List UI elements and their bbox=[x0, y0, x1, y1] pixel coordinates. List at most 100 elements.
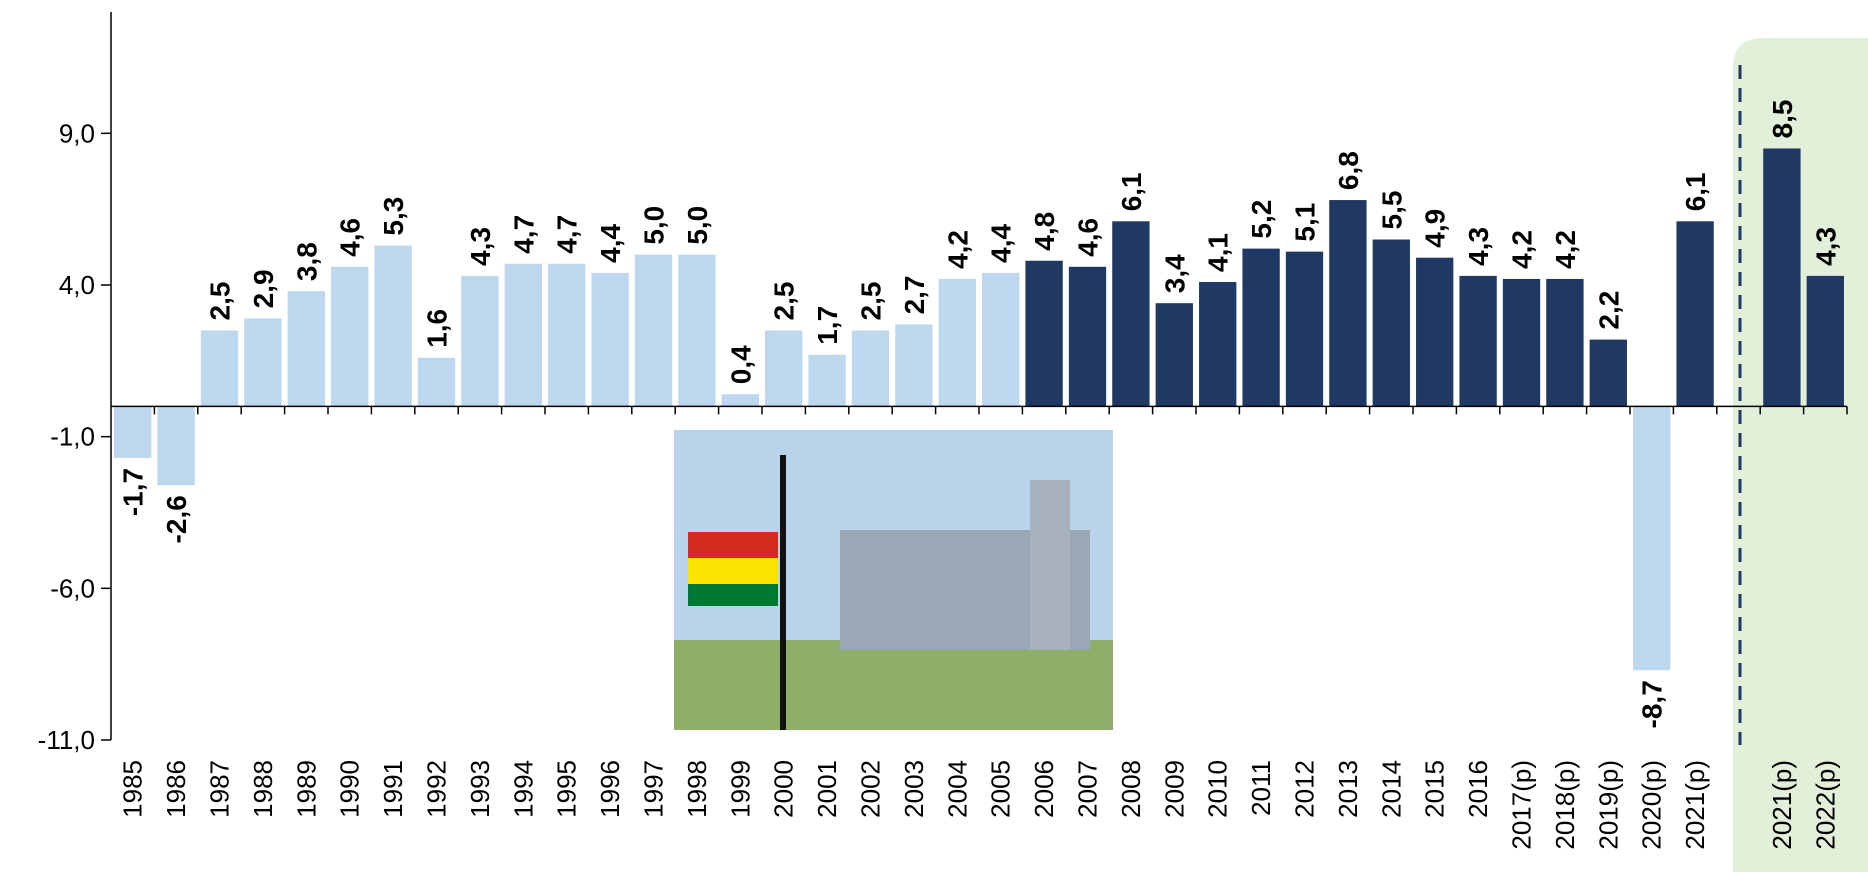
value-label: 2,7 bbox=[899, 275, 930, 314]
bar bbox=[1199, 281, 1237, 407]
bar bbox=[1372, 239, 1410, 407]
x-tick-label: 1999 bbox=[725, 760, 755, 818]
bar bbox=[287, 291, 325, 407]
x-tick-label: 2000 bbox=[769, 760, 799, 818]
bar bbox=[157, 406, 195, 486]
bar bbox=[1502, 278, 1541, 407]
value-label: 4,6 bbox=[1073, 218, 1104, 257]
value-label: 6,1 bbox=[1680, 172, 1711, 211]
bar bbox=[765, 330, 803, 407]
value-label: -8,7 bbox=[1637, 680, 1668, 728]
x-tick-label: 2018(p) bbox=[1550, 760, 1580, 850]
y-tick-label: -1,0 bbox=[50, 422, 95, 452]
x-tick-label: 1988 bbox=[248, 760, 278, 818]
x-tick-label: 1985 bbox=[118, 760, 148, 818]
value-label: 3,4 bbox=[1159, 254, 1190, 293]
value-label: 4,2 bbox=[1550, 230, 1581, 269]
x-tick-label: 1998 bbox=[682, 760, 712, 818]
bar bbox=[1329, 200, 1367, 407]
bar bbox=[851, 330, 890, 407]
value-label: 2,2 bbox=[1593, 291, 1624, 330]
bar bbox=[1155, 303, 1193, 407]
x-tick-label: 2006 bbox=[1029, 760, 1059, 818]
value-label: 2,5 bbox=[769, 282, 800, 321]
value-label: 2,9 bbox=[248, 269, 279, 308]
value-label: 5,0 bbox=[639, 206, 670, 245]
bar bbox=[982, 272, 1020, 407]
value-label: 4,1 bbox=[1203, 233, 1234, 272]
bar bbox=[808, 354, 846, 407]
x-tick-label: 2016 bbox=[1463, 760, 1493, 818]
value-label: 4,2 bbox=[942, 230, 973, 269]
x-tick-label: 2012 bbox=[1290, 760, 1320, 818]
bar bbox=[1285, 251, 1324, 407]
x-tick-label: 1997 bbox=[639, 760, 669, 818]
value-label: 4,4 bbox=[986, 224, 1017, 263]
x-tick-label: 2017(p) bbox=[1507, 760, 1537, 850]
x-tick-label: 1993 bbox=[465, 760, 495, 818]
x-tick-label: 2021(p) bbox=[1767, 760, 1797, 850]
x-tick-label: 1994 bbox=[508, 760, 538, 818]
x-tick-label: 2004 bbox=[942, 760, 972, 818]
x-tick-label: 2015 bbox=[1420, 760, 1450, 818]
bar bbox=[1416, 257, 1454, 407]
x-tick-label: 2020(p) bbox=[1637, 760, 1667, 850]
x-tick-label: 2022(p) bbox=[1810, 760, 1840, 850]
bar bbox=[1633, 406, 1671, 671]
bar bbox=[1676, 221, 1714, 407]
bar bbox=[591, 272, 629, 407]
bar bbox=[114, 406, 152, 458]
x-tick-label: 1989 bbox=[291, 760, 321, 818]
bar bbox=[1589, 339, 1627, 407]
x-tick-label: 1991 bbox=[378, 760, 408, 818]
photo bbox=[674, 430, 1113, 730]
y-tick-label: 9,0 bbox=[59, 118, 95, 148]
bar bbox=[1763, 148, 1801, 407]
y-tick-label: -11,0 bbox=[38, 725, 95, 755]
value-label: 4,3 bbox=[1810, 227, 1841, 266]
bar bbox=[1459, 275, 1497, 407]
value-label: 4,3 bbox=[1463, 227, 1494, 266]
x-tick-label: 1992 bbox=[422, 760, 452, 818]
x-tick-label: 2002 bbox=[856, 760, 886, 818]
value-label: 4,7 bbox=[508, 215, 539, 254]
bar bbox=[678, 254, 716, 407]
y-tick-label: -6,0 bbox=[50, 573, 95, 603]
x-tick-label: 1987 bbox=[205, 760, 235, 818]
x-tick-label: 1990 bbox=[335, 760, 365, 818]
value-label: 3,8 bbox=[291, 242, 322, 281]
value-label: 0,4 bbox=[725, 345, 756, 384]
value-label: 2,5 bbox=[856, 282, 887, 321]
value-label: 6,8 bbox=[1333, 151, 1364, 190]
value-label: 5,0 bbox=[682, 206, 713, 245]
x-tick-label: 1995 bbox=[552, 760, 582, 818]
value-label: 4,4 bbox=[595, 224, 626, 263]
value-label: 8,5 bbox=[1767, 100, 1798, 139]
x-tick-label: 2005 bbox=[986, 760, 1016, 818]
value-label: 5,3 bbox=[378, 197, 409, 236]
bar bbox=[244, 318, 282, 407]
value-label: 4,9 bbox=[1420, 209, 1451, 248]
bar bbox=[938, 278, 976, 407]
x-tick-label: 1986 bbox=[161, 760, 191, 818]
x-tick-label: 2008 bbox=[1116, 760, 1146, 818]
x-tick-label: 2013 bbox=[1333, 760, 1363, 818]
x-tick-label: 2009 bbox=[1159, 760, 1189, 818]
value-label: 5,1 bbox=[1290, 203, 1321, 242]
value-label: 5,5 bbox=[1376, 191, 1407, 230]
bar bbox=[1068, 266, 1107, 407]
bar bbox=[1112, 221, 1150, 407]
bar bbox=[1806, 275, 1844, 407]
x-tick-label: 2019(p) bbox=[1593, 760, 1623, 850]
x-tick-label: 2010 bbox=[1203, 760, 1233, 818]
value-label: 1,6 bbox=[422, 309, 453, 348]
bar bbox=[504, 263, 542, 407]
x-tick-label: 2011 bbox=[1246, 760, 1276, 816]
bar bbox=[200, 330, 239, 407]
value-label: 4,7 bbox=[552, 215, 583, 254]
bar bbox=[1546, 278, 1584, 407]
bar bbox=[548, 263, 586, 407]
bar bbox=[374, 245, 412, 407]
bar bbox=[331, 266, 369, 407]
